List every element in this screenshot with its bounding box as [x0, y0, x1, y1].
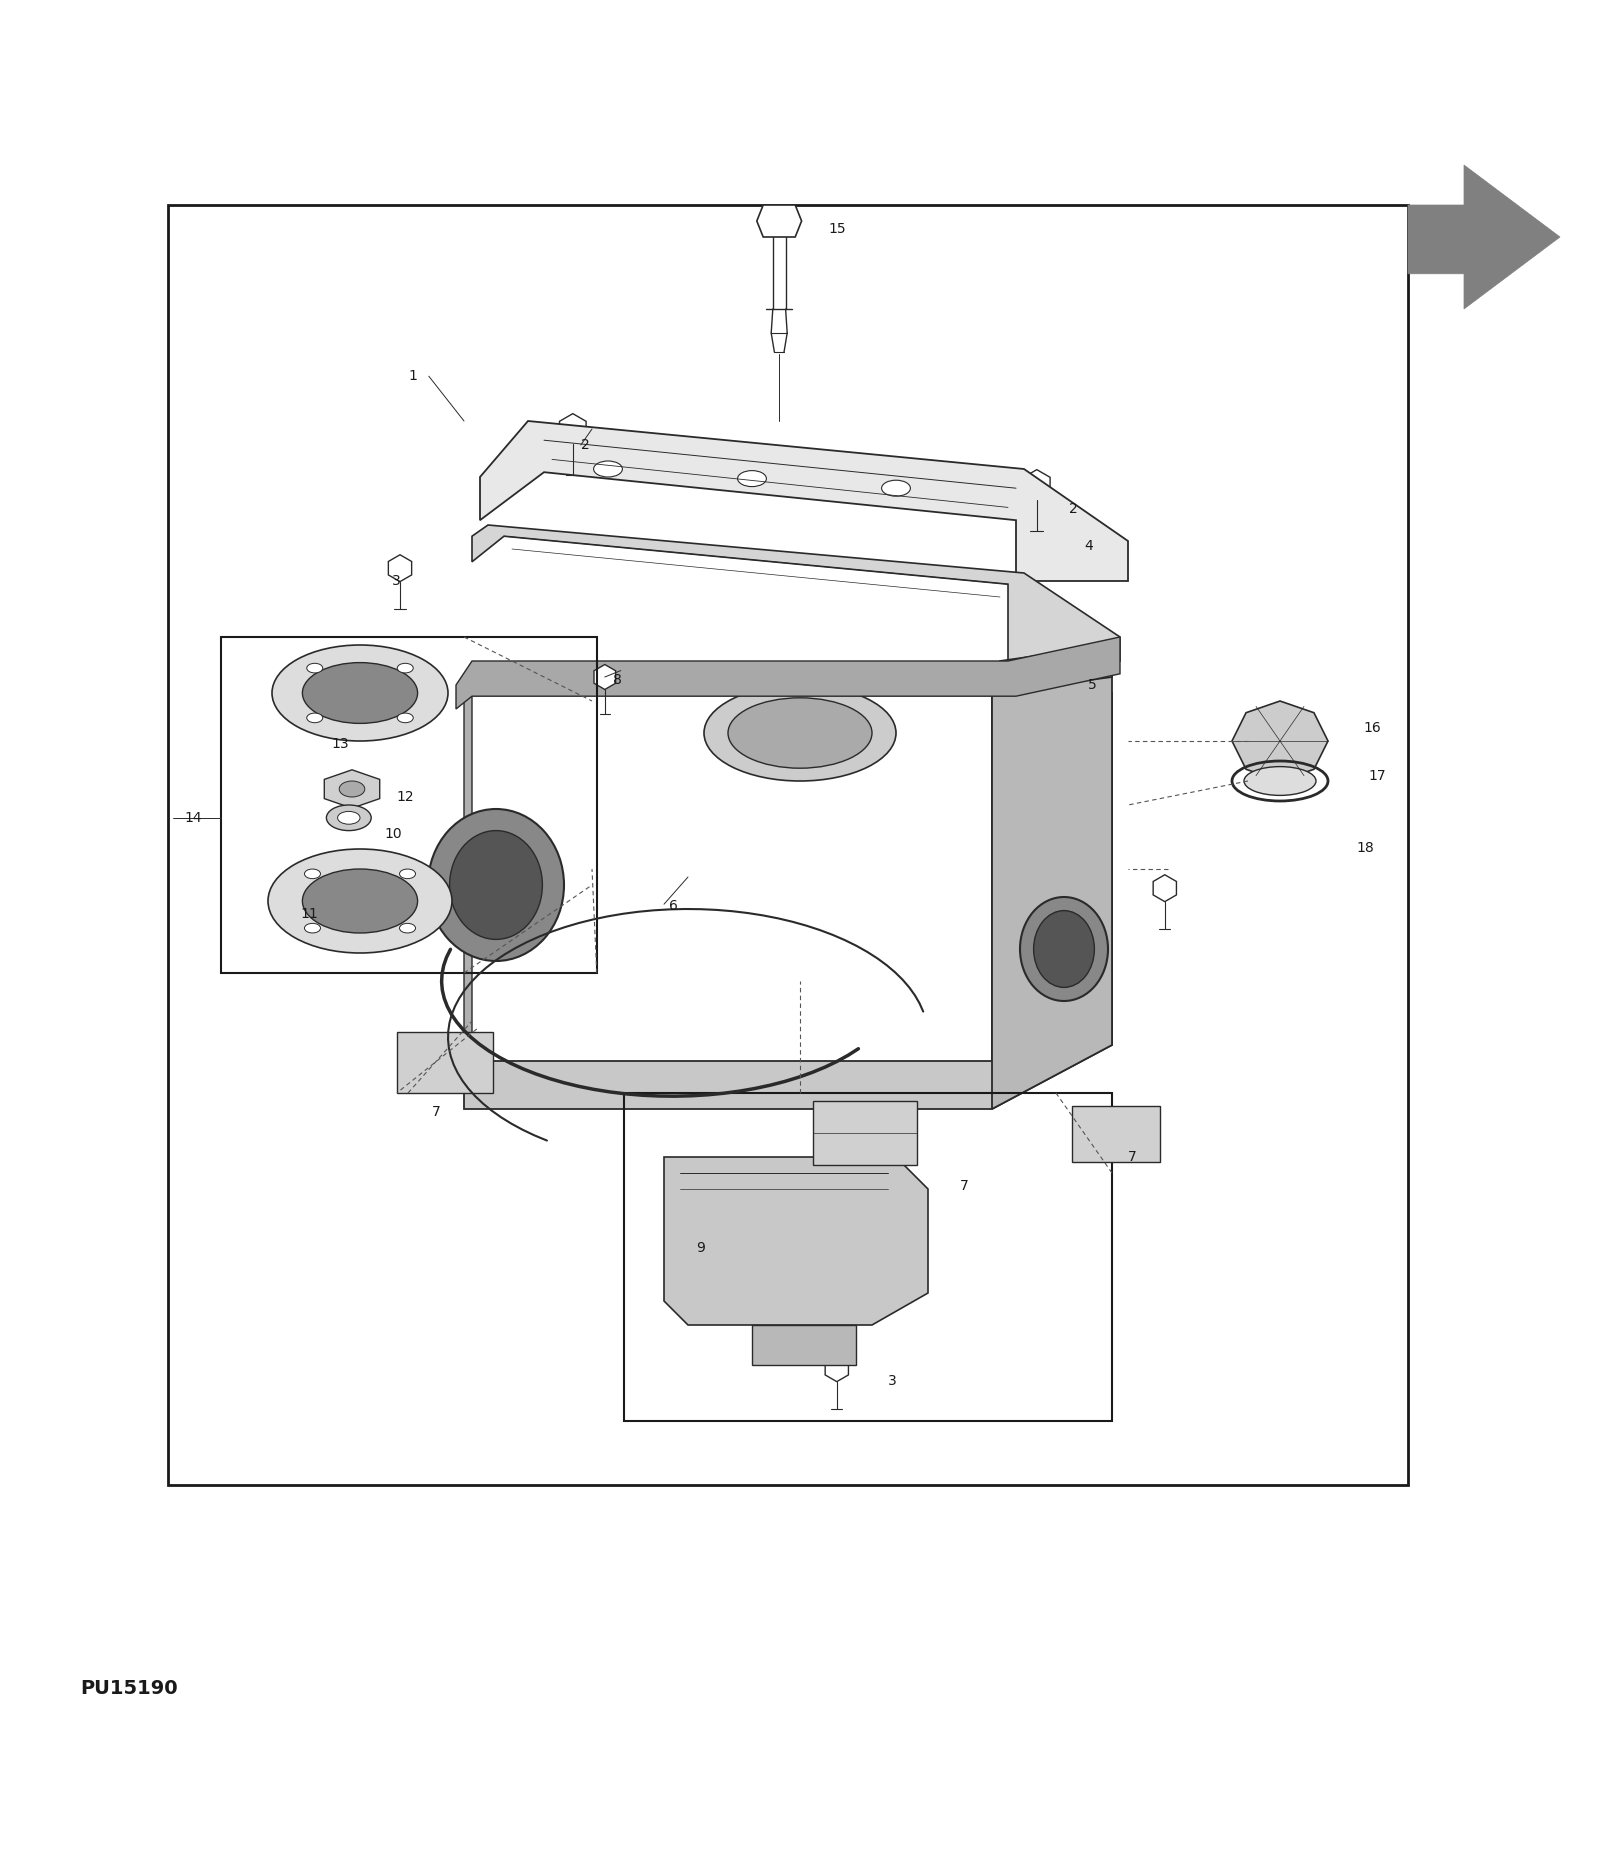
Text: 15: 15 [829, 222, 846, 235]
Text: 4: 4 [1085, 539, 1093, 552]
Bar [752, 1325, 856, 1366]
Ellipse shape [882, 480, 910, 496]
Polygon shape [664, 1157, 928, 1325]
Ellipse shape [302, 870, 418, 933]
Text: 5: 5 [1088, 677, 1096, 692]
Text: 9: 9 [696, 1241, 706, 1256]
Text: 18: 18 [1357, 842, 1374, 855]
Polygon shape [1408, 164, 1560, 310]
Text: 13: 13 [331, 737, 349, 752]
Polygon shape [480, 422, 1128, 580]
Ellipse shape [338, 812, 360, 825]
Text: 7: 7 [960, 1179, 968, 1192]
Polygon shape [325, 771, 379, 808]
Ellipse shape [1021, 898, 1107, 1000]
Polygon shape [594, 664, 616, 689]
Polygon shape [472, 524, 1120, 670]
Polygon shape [1024, 470, 1050, 500]
Ellipse shape [1245, 767, 1315, 795]
Ellipse shape [272, 646, 448, 741]
Text: 7: 7 [432, 1105, 440, 1120]
Text: 14: 14 [184, 812, 202, 825]
Ellipse shape [429, 810, 563, 961]
Polygon shape [560, 414, 586, 444]
Polygon shape [456, 636, 1120, 709]
Text: 3: 3 [888, 1373, 896, 1388]
Text: 16: 16 [1363, 720, 1381, 735]
Text: 7: 7 [1128, 1149, 1136, 1164]
Text: 2: 2 [1069, 502, 1077, 517]
Text: 12: 12 [397, 789, 414, 804]
Bar [813, 1101, 917, 1164]
Polygon shape [389, 554, 411, 582]
Ellipse shape [307, 662, 323, 674]
Ellipse shape [704, 685, 896, 782]
Polygon shape [1154, 875, 1176, 901]
Text: 1: 1 [408, 369, 418, 383]
Ellipse shape [728, 698, 872, 769]
Polygon shape [826, 1355, 848, 1381]
Ellipse shape [400, 870, 416, 879]
Text: 2: 2 [581, 439, 589, 452]
Polygon shape [757, 205, 802, 237]
Ellipse shape [269, 849, 453, 954]
Ellipse shape [400, 924, 416, 933]
Bar [397, 1032, 493, 1093]
Ellipse shape [307, 713, 323, 722]
Polygon shape [464, 692, 1112, 1108]
Text: 10: 10 [384, 827, 402, 842]
Bar [221, 636, 597, 972]
Text: 17: 17 [1368, 769, 1386, 784]
Text: PU15190: PU15190 [80, 1679, 178, 1698]
Ellipse shape [450, 830, 542, 939]
Ellipse shape [339, 782, 365, 797]
Ellipse shape [326, 804, 371, 830]
Ellipse shape [304, 870, 320, 879]
Ellipse shape [594, 461, 622, 478]
Bar [168, 205, 1408, 1485]
Ellipse shape [738, 470, 766, 487]
Text: 8: 8 [613, 674, 622, 687]
Ellipse shape [302, 662, 418, 724]
Text: 11: 11 [301, 907, 318, 920]
Polygon shape [1232, 702, 1328, 782]
Polygon shape [464, 646, 1112, 692]
Ellipse shape [397, 662, 413, 674]
Bar [624, 1093, 1112, 1422]
Ellipse shape [304, 924, 320, 933]
Text: 6: 6 [669, 899, 678, 912]
Ellipse shape [1034, 911, 1094, 987]
Polygon shape [464, 670, 472, 1062]
Ellipse shape [397, 713, 413, 722]
Text: 3: 3 [392, 575, 400, 588]
Bar [1072, 1107, 1160, 1163]
Polygon shape [992, 677, 1112, 1108]
